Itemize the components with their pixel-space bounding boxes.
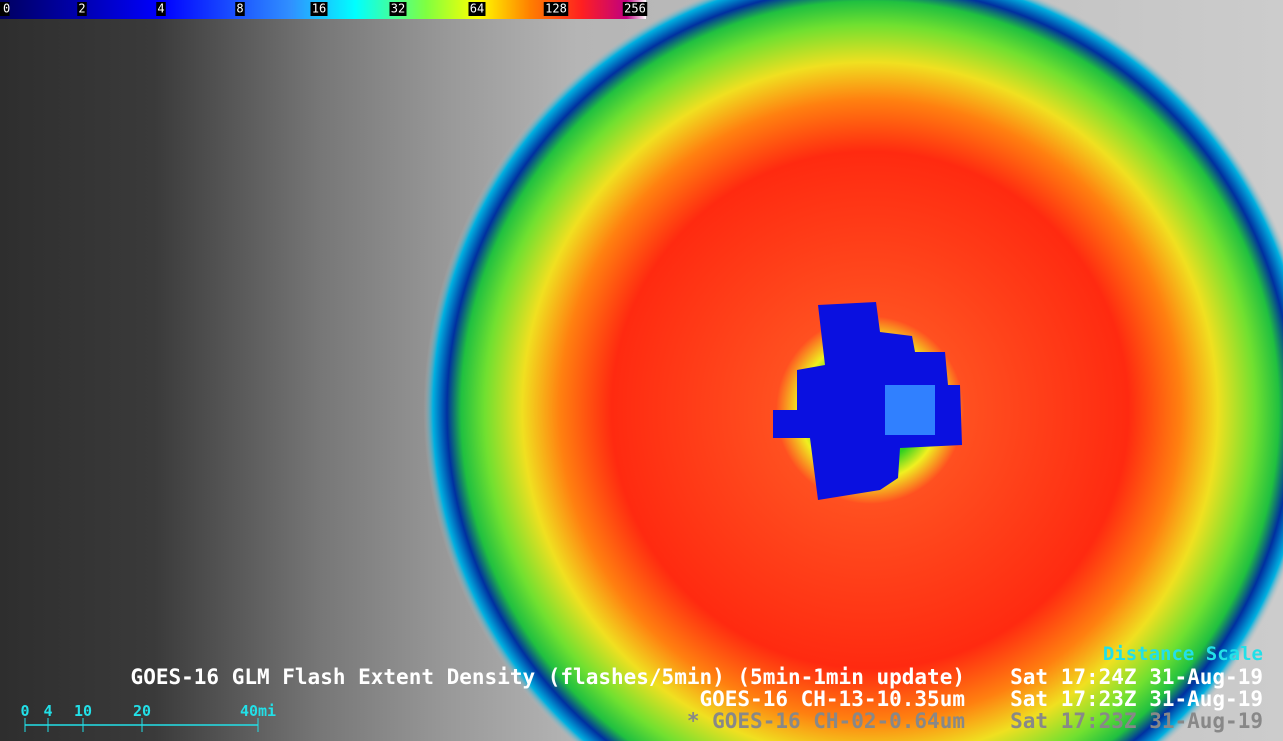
label-box xyxy=(0,2,10,16)
scale-label: 0 xyxy=(20,702,29,720)
colorbar-label: 4 xyxy=(157,2,164,16)
legend-title: Distance Scale xyxy=(1103,643,1263,665)
scale-label: 40mi xyxy=(240,702,276,720)
scale-label: 20 xyxy=(133,702,151,720)
colorbar-label: 64 xyxy=(470,2,484,16)
label-box xyxy=(235,2,245,16)
label-box xyxy=(156,2,166,16)
layer-time: Sat 17:23Z 31-Aug-19 xyxy=(1010,709,1263,733)
legend: GOES-16 GLM Flash Extent Density (flashe… xyxy=(131,665,1263,733)
scale-label: 10 xyxy=(74,702,92,720)
eye-core xyxy=(773,302,962,500)
layer-name: GOES-16 CH-13-10.35um xyxy=(699,687,965,711)
scale-label: 4 xyxy=(43,702,52,720)
layer-name: * GOES-16 CH-02-0.64um xyxy=(687,709,965,733)
colorbar-label: 8 xyxy=(236,2,243,16)
distance-scale: 0 4 10 20 40mi xyxy=(20,702,276,732)
layer-name: GOES-16 GLM Flash Extent Density (flashe… xyxy=(131,665,965,689)
colorbar-label: 32 xyxy=(391,2,405,16)
layer-time: Sat 17:23Z 31-Aug-19 xyxy=(1010,687,1263,711)
label-box xyxy=(622,2,648,16)
colorbar-label: 0 xyxy=(3,2,10,16)
colorbar-label: 128 xyxy=(545,2,567,16)
colorbar-label: 2 xyxy=(78,2,85,16)
colorbar-labels: 0 2 4 8 16 32 64 128 256 xyxy=(0,2,648,16)
label-box xyxy=(77,2,87,16)
eye-core xyxy=(885,385,935,435)
layer-time: Sat 17:24Z 31-Aug-19 xyxy=(1010,665,1263,689)
label-box xyxy=(389,2,407,16)
label-box xyxy=(468,2,486,16)
colorbar-label: 256 xyxy=(624,2,646,16)
label-box xyxy=(543,2,569,16)
colorbar-label: 16 xyxy=(312,2,326,16)
label-box xyxy=(310,2,328,16)
